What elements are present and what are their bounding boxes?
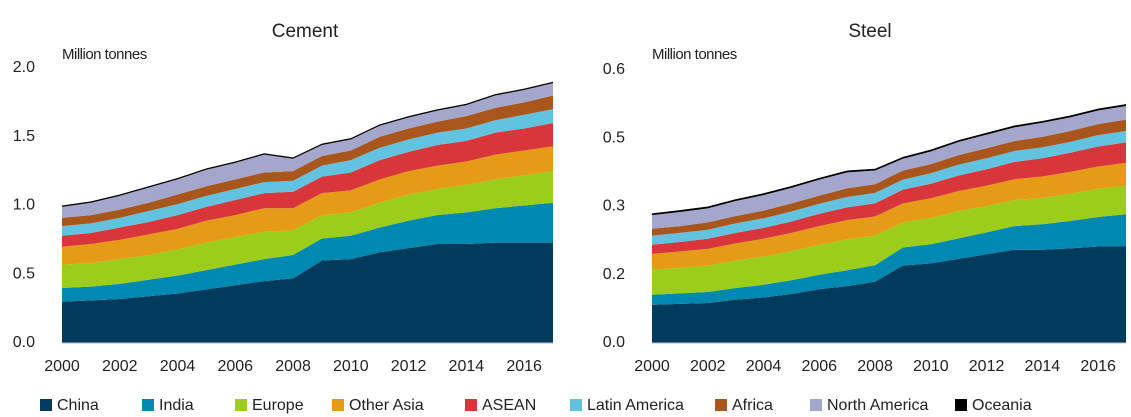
area bbox=[62, 95, 553, 227]
y-tick-label: 0.5 bbox=[13, 265, 35, 282]
area bbox=[62, 109, 553, 236]
area bbox=[62, 171, 553, 288]
legend-swatch bbox=[235, 399, 247, 411]
y-tick-label: 1.5 bbox=[13, 128, 35, 145]
y-axis-label: Million tonnes bbox=[652, 46, 737, 63]
x-tick-label: 2016 bbox=[506, 358, 542, 375]
area bbox=[62, 83, 553, 218]
x-tick-label: 2014 bbox=[1025, 358, 1061, 375]
x-tick-label: 2004 bbox=[160, 358, 196, 375]
y-tick-label: 0.3 bbox=[603, 198, 625, 215]
chart-title: Steel bbox=[848, 21, 891, 42]
x-tick-label: 2002 bbox=[690, 358, 726, 375]
area bbox=[62, 146, 553, 265]
x-tick-label: 2012 bbox=[969, 358, 1005, 375]
y-axis-label: Million tonnes bbox=[62, 46, 147, 63]
x-tick-label: 2010 bbox=[913, 358, 949, 375]
x-tick-label: 2006 bbox=[217, 358, 253, 375]
y-tick-label: 2.0 bbox=[13, 59, 35, 76]
legend-swatch bbox=[40, 399, 52, 411]
legend-swatch bbox=[810, 399, 822, 411]
area bbox=[652, 142, 1126, 254]
legend-swatch bbox=[142, 399, 154, 411]
y-tick-label: 0.0 bbox=[603, 334, 625, 351]
legend-label: Other Asia bbox=[349, 397, 424, 414]
legend-label: Europe bbox=[252, 397, 304, 414]
y-tick-label: 0.6 bbox=[603, 61, 625, 78]
legend-swatch bbox=[715, 399, 727, 411]
legend-swatch bbox=[332, 399, 344, 411]
area bbox=[652, 246, 1126, 343]
y-tick-label: 0.0 bbox=[13, 334, 35, 351]
x-tick-label: 2012 bbox=[391, 358, 427, 375]
y-tick-label: 1.0 bbox=[13, 197, 35, 214]
x-tick-label: 2014 bbox=[449, 358, 485, 375]
legend-label: Latin America bbox=[587, 397, 684, 414]
area bbox=[652, 104, 1126, 216]
area bbox=[652, 119, 1126, 236]
y-tick-label: 0.5 bbox=[603, 129, 625, 146]
area bbox=[652, 162, 1126, 270]
legend-label: India bbox=[159, 397, 194, 414]
x-tick-label: 2006 bbox=[801, 358, 837, 375]
legend-label: Africa bbox=[732, 397, 773, 414]
area bbox=[652, 185, 1126, 295]
legend-swatch bbox=[955, 399, 967, 411]
x-tick-label: 2000 bbox=[634, 358, 670, 375]
x-tick-label: 2016 bbox=[1080, 358, 1116, 375]
area bbox=[652, 130, 1126, 245]
legend-label: North America bbox=[827, 397, 928, 414]
legend-label: Oceania bbox=[972, 397, 1032, 414]
x-tick-label: 2002 bbox=[102, 358, 138, 375]
area bbox=[62, 202, 553, 302]
area bbox=[62, 123, 553, 247]
x-tick-label: 2000 bbox=[44, 358, 80, 375]
legend-label: China bbox=[57, 397, 99, 414]
area bbox=[62, 242, 553, 343]
legend-swatch bbox=[465, 399, 477, 411]
legend-label: ASEAN bbox=[482, 397, 536, 414]
x-tick-label: 2004 bbox=[746, 358, 782, 375]
area bbox=[652, 105, 1126, 229]
area bbox=[652, 214, 1126, 305]
chart-title: Cement bbox=[272, 21, 339, 42]
y-tick-label: 0.2 bbox=[603, 266, 625, 283]
x-tick-label: 2008 bbox=[275, 358, 311, 375]
x-tick-label: 2008 bbox=[857, 358, 893, 375]
legend-swatch bbox=[570, 399, 582, 411]
x-tick-label: 2010 bbox=[333, 358, 369, 375]
